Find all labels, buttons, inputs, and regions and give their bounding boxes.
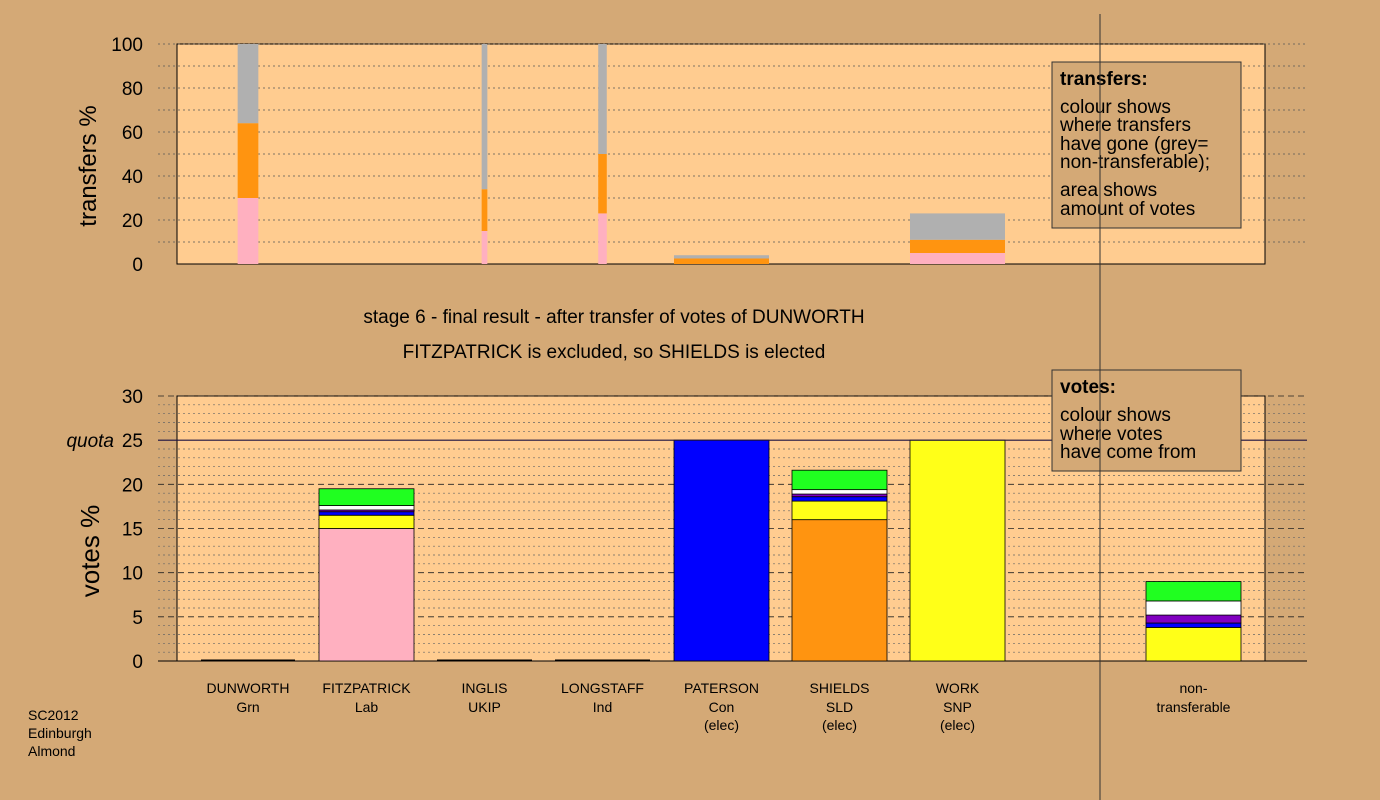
category-status-label: (elec) <box>940 717 975 733</box>
vote-segment-snp <box>1145 627 1242 662</box>
vote-segment-snp <box>318 514 415 529</box>
transfer-segment-longstaff-non-transferable <box>598 44 607 154</box>
transfers-panel: 0 20 40 60 80 100 transfers % transfers: colour … <box>75 35 1307 276</box>
vote-segment-grn <box>1145 581 1242 602</box>
category-name-label: SHIELDS <box>810 680 870 696</box>
category-status-label: (elec) <box>704 717 739 733</box>
votes-y-tick-label: 10 <box>122 564 143 585</box>
category-name-label: INGLIS <box>462 680 508 696</box>
transfers-y-axis-label: transfers % <box>75 105 102 226</box>
category-name-label: PATERSON <box>684 680 759 696</box>
footer-line-3: Almond <box>28 743 75 759</box>
transfers-y-tick-label: 80 <box>122 79 143 100</box>
stage-title: stage 6 - final result - after transfer … <box>363 307 864 328</box>
vote-segment-snp <box>909 439 1006 662</box>
transfers-y-tick-label: 0 <box>132 255 143 276</box>
transfers-y-tick-label: 20 <box>122 211 143 232</box>
transfers-y-tick-label: 100 <box>111 35 143 56</box>
votes-y-tick-label: 5 <box>132 608 143 629</box>
transfer-segment-inglis-non-transferable <box>481 44 488 190</box>
votes-y-tick-label: 0 <box>132 652 143 673</box>
transfers-legend-line: colour shows <box>1060 97 1171 118</box>
transfers-legend-line: amount of votes <box>1060 199 1195 220</box>
category-party-label: SLD <box>826 699 853 715</box>
vote-segment-con <box>673 439 770 662</box>
votes-y-tick-label: 25 <box>122 431 143 452</box>
transfers-legend-line: where transfers <box>1059 115 1191 136</box>
transfers-legend-line: have gone (grey= <box>1060 134 1208 155</box>
vote-segment-con <box>318 511 415 516</box>
transfer-segment-paterson-sld <box>674 258 769 264</box>
votes-y-tick-label: 30 <box>122 387 143 408</box>
votes-legend-line: have come from <box>1060 442 1196 463</box>
category-party-label: Con <box>709 699 735 715</box>
footer-line-1: SC2012 <box>28 707 79 723</box>
transfer-segment-dunworth-lab <box>237 198 259 264</box>
vote-segment-snp <box>791 500 888 521</box>
vote-segment-ind <box>791 489 888 495</box>
vote-segment-ind <box>318 505 415 511</box>
votes-y-axis-label: votes % <box>75 505 105 598</box>
transfer-segment-paterson-non-transferable <box>674 255 769 259</box>
vote-segment-ind <box>1145 600 1242 616</box>
category-name-label: FITZPATRICK <box>322 680 411 696</box>
transfer-segment-longstaff-lab <box>598 213 607 264</box>
transfers-legend-line: non-transferable); <box>1060 152 1210 173</box>
category-party-label: transferable <box>1157 699 1231 715</box>
category-party-label: Grn <box>236 699 259 715</box>
votes-legend-line: where votes <box>1059 424 1162 445</box>
category-name-label: LONGSTAFF <box>561 680 644 696</box>
transfers-y-tick-label: 40 <box>122 167 143 188</box>
transfer-segment-inglis-lab <box>481 231 488 264</box>
category-party-label: Lab <box>355 699 379 715</box>
category-party-label: SNP <box>943 699 972 715</box>
category-name-label: DUNWORTH <box>207 680 290 696</box>
votes-panel: 0 5 10 15 20 25 30 quota votes % DUNWORTH Grn FITZP… <box>66 369 1307 733</box>
footer-line-2: Edinburgh <box>28 725 92 741</box>
votes-y-tick-label: 15 <box>122 520 143 541</box>
vote-segment-grn <box>791 469 888 491</box>
transfer-segment-work-non-transferable <box>910 213 1005 240</box>
vote-segment-grn <box>318 488 415 506</box>
vote-segment-lab <box>318 528 415 662</box>
transfer-segment-dunworth-non-transferable <box>237 44 259 124</box>
votes-legend-line: colour shows <box>1060 405 1171 426</box>
transfer-segment-dunworth-sld <box>237 123 259 198</box>
transfer-segment-longstaff-sld <box>598 154 607 214</box>
transfers-legend-line: area shows <box>1060 180 1157 201</box>
category-name-label: non- <box>1179 680 1207 696</box>
votes-y-tick-label: 20 <box>122 475 143 496</box>
transfer-segment-work-lab <box>910 253 1005 264</box>
category-name-label: WORK <box>936 680 980 696</box>
transfer-segment-work-sld <box>910 239 1005 253</box>
stage-subtitle: FITZPATRICK is excluded, so SHIELDS is e… <box>403 342 826 363</box>
vote-segment-sld <box>791 519 888 662</box>
category-party-label: Ind <box>593 699 612 715</box>
vote-segment-ukip <box>1145 614 1242 624</box>
transfers-legend-box <box>1051 61 1242 229</box>
quota-label: quota <box>66 431 114 452</box>
transfers-y-tick-label: 60 <box>122 123 143 144</box>
transfer-segment-inglis-sld <box>481 189 488 231</box>
votes-legend-box <box>1051 369 1242 472</box>
transfers-legend-title: transfers: <box>1060 69 1148 90</box>
category-party-label: UKIP <box>468 699 501 715</box>
category-status-label: (elec) <box>822 717 857 733</box>
vote-segment-con <box>791 496 888 502</box>
votes-legend-title: votes: <box>1060 377 1116 398</box>
vote-segment-con <box>1145 622 1242 628</box>
